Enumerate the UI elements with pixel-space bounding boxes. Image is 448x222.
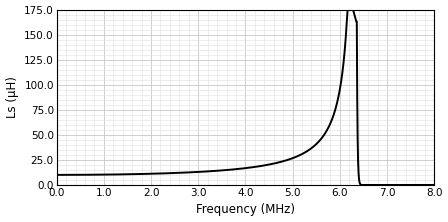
X-axis label: Frequency (MHz): Frequency (MHz)	[196, 203, 295, 216]
Y-axis label: Ls (µH): Ls (µH)	[5, 76, 18, 118]
